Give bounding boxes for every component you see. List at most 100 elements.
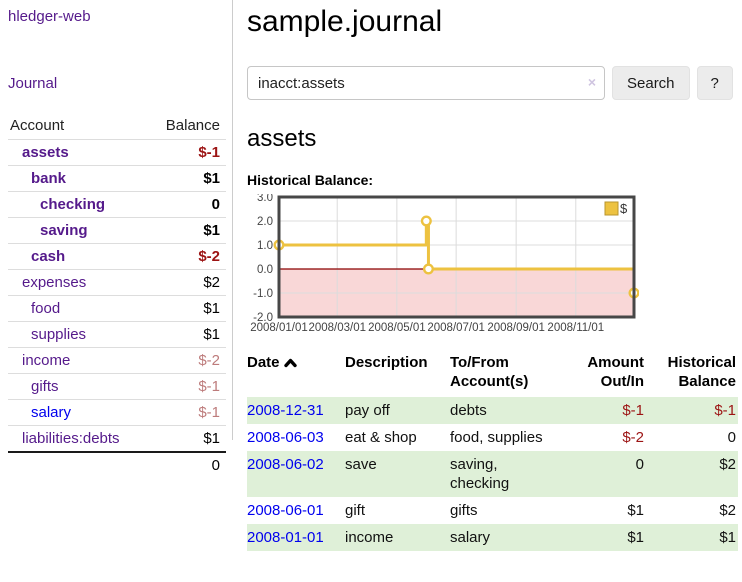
svg-text:0.0: 0.0 [257, 264, 273, 276]
app-layout: hledger-web Journal Account Balance asse… [0, 0, 742, 551]
svg-text:2008/01/01: 2008/01/01 [250, 322, 308, 334]
register-header-date[interactable]: Date [247, 351, 345, 397]
register-row: 2008-12-31 pay off debts $-1 $-1 [247, 397, 738, 424]
register-row: 2008-06-01 gift gifts $1 $2 [247, 497, 738, 524]
svg-text:2008/11/01: 2008/11/01 [547, 322, 604, 334]
register-date-link[interactable]: 2008-06-02 [247, 456, 324, 473]
account-row: gifts $-1 [8, 373, 226, 399]
sidebar-account-link[interactable]: expenses [22, 274, 87, 291]
main-content: sample.journal × Search ? assets Histori… [233, 0, 742, 551]
search-input[interactable] [247, 66, 605, 100]
register-date-link[interactable]: 2008-06-03 [247, 429, 324, 446]
register-balance: 0 [727, 429, 736, 446]
register-header-accounts: To/From Account(s) [450, 354, 529, 390]
account-balance: $2 [203, 274, 220, 291]
register-row: 2008-06-03 eat & shop food, supplies $-2 0 [247, 424, 738, 451]
sidebar-account-link[interactable]: gifts [31, 378, 59, 395]
account-rows: assets $-1 bank $1 checking 0 saving $1 cash $-2 e… [8, 139, 226, 451]
accounts-table: Account Balance assets $-1 bank $1 checking 0… [8, 114, 226, 478]
sidebar-account-link[interactable]: liabilities:debts [22, 430, 120, 447]
sidebar-account-link[interactable]: bank [31, 170, 67, 187]
account-row: cash $-2 [8, 243, 226, 269]
account-balance: $1 [203, 300, 220, 317]
chart-title: Historical Balance: [247, 172, 374, 188]
svg-text:2008/05/01: 2008/05/01 [368, 322, 426, 334]
register-description: save [345, 451, 450, 497]
account-row: liabilities:debts $1 [8, 425, 226, 451]
register-balance: $-1 [646, 397, 738, 424]
account-balance: $-2 [198, 352, 220, 369]
register-header-row: Date Description To/From Account(s) Amou… [247, 351, 738, 397]
account-row: bank $1 [8, 165, 226, 191]
register-description: gift [345, 502, 366, 519]
account-row: saving $1 [8, 217, 226, 243]
register-description: eat & shop [345, 429, 417, 446]
account-balance: $-2 [198, 248, 220, 265]
account-row: salary $-1 [8, 399, 226, 425]
svg-text:2008/07/01: 2008/07/01 [427, 322, 485, 334]
sidebar-account-link[interactable]: saving [40, 222, 88, 239]
accounts-header-account: Account [10, 117, 65, 134]
register-row: 2008-06-02 save saving, checking 0 $2 [247, 451, 738, 497]
register-accounts: debts [450, 397, 562, 424]
register-amount: $1 [627, 502, 644, 519]
register-amount: $-1 [562, 397, 646, 424]
register-amount: 0 [562, 451, 646, 497]
svg-text:1.0: 1.0 [257, 240, 273, 252]
brand-link[interactable]: hledger-web [8, 8, 91, 25]
register-amount: $-2 [622, 429, 644, 446]
register-date-link[interactable]: 2008-12-31 [247, 402, 324, 419]
register-accounts: saving, checking [450, 451, 562, 497]
register-balance: $2 [719, 502, 736, 519]
sidebar-account-link[interactable]: food [31, 300, 61, 317]
sidebar-account-link[interactable]: supplies [31, 326, 87, 343]
account-balance: 0 [211, 196, 220, 213]
search-button[interactable]: Search [612, 66, 690, 100]
historical-balance-chart: $3.0 2.0 1.0 0.0 -1.0 -2.0 2008/01/01 2008/03/0… [247, 192, 640, 336]
register-header-description: Description [345, 354, 428, 371]
account-balance: $-1 [198, 404, 220, 421]
account-heading: assets [247, 125, 317, 152]
account-balance: $-1 [198, 378, 220, 395]
account-row: assets $-1 [8, 139, 226, 165]
account-balance: $-1 [198, 144, 220, 161]
register-amount: $1 [562, 524, 646, 551]
register-table: Date Description To/From Account(s) Amou… [247, 351, 738, 551]
register-date-link[interactable]: 2008-01-01 [247, 529, 324, 546]
svg-text:2.0: 2.0 [257, 216, 273, 228]
register-date-link[interactable]: 2008-06-01 [247, 502, 324, 519]
account-row: expenses $2 [8, 269, 226, 295]
sidebar-account-link[interactable]: income [22, 352, 71, 369]
register-row: 2008-01-01 income salary $1 $1 [247, 524, 738, 551]
register-accounts: food, supplies [450, 429, 543, 446]
account-balance: $1 [203, 170, 220, 187]
sidebar-account-link[interactable]: cash [31, 248, 66, 265]
account-row: income $-2 [8, 347, 226, 373]
svg-text:2008/09/01: 2008/09/01 [487, 322, 545, 334]
accounts-header-balance: Balance [165, 117, 220, 134]
account-balance: $1 [203, 326, 220, 343]
svg-text:$: $ [620, 201, 628, 216]
account-balance: $1 [203, 222, 220, 239]
sidebar-account-link[interactable]: assets [22, 144, 69, 161]
register-header-amount: Amount Out/In [587, 354, 644, 390]
svg-text:2008/03/01: 2008/03/01 [308, 322, 366, 334]
search-bar: × Search ? [247, 66, 738, 100]
account-row: checking 0 [8, 191, 226, 217]
page-title: sample.journal [247, 5, 443, 38]
register-description: pay off [345, 397, 450, 424]
register-accounts: gifts [450, 502, 478, 519]
sidebar: hledger-web Journal Account Balance asse… [0, 0, 233, 474]
help-button[interactable]: ? [696, 66, 733, 100]
register-header-balance: Historical Balance [667, 354, 736, 390]
register-accounts: salary [450, 524, 562, 551]
svg-text:3.0: 3.0 [257, 194, 273, 204]
account-row: food $1 [8, 295, 226, 321]
clear-search-icon[interactable]: × [587, 74, 596, 90]
nav-journal-link[interactable]: Journal [8, 75, 58, 92]
sidebar-account-link[interactable]: salary [31, 404, 72, 421]
svg-text:-1.0: -1.0 [253, 288, 273, 300]
register-balance: $1 [646, 524, 738, 551]
sidebar-account-link[interactable]: checking [40, 196, 106, 213]
